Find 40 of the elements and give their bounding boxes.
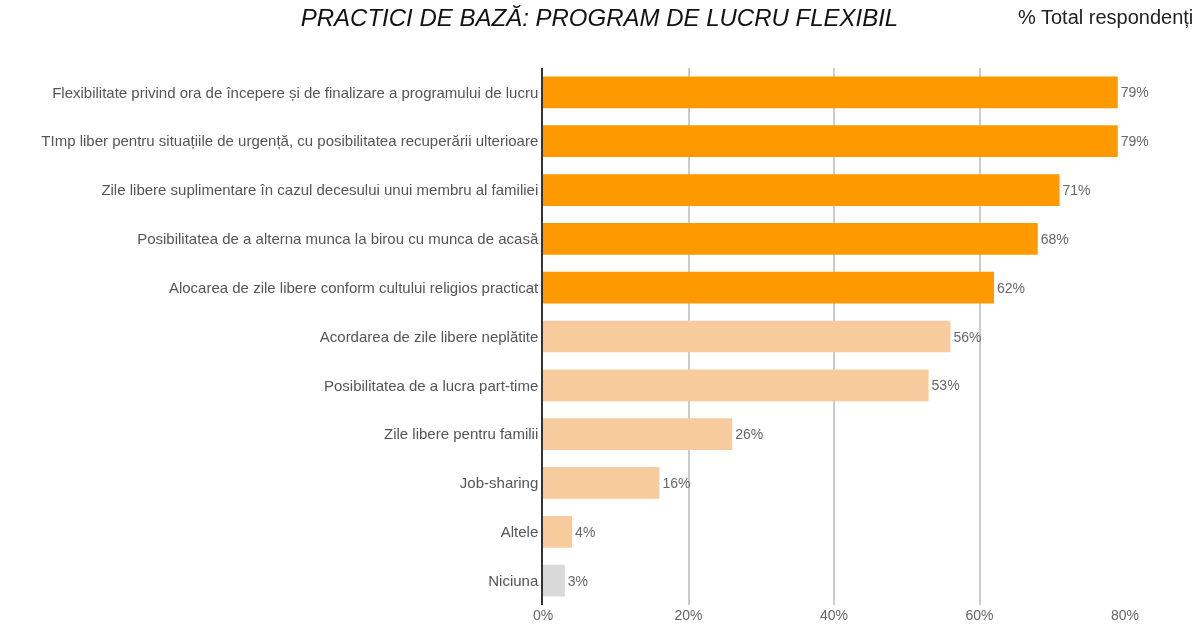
bar bbox=[543, 271, 995, 304]
bar bbox=[543, 564, 565, 597]
x-tick-label: 80% bbox=[1110, 607, 1140, 623]
bar bbox=[543, 467, 660, 499]
x-tick-label: 60% bbox=[965, 607, 994, 623]
data-label: 56% bbox=[953, 328, 982, 345]
chart-title: PRACTICI DE BAZĂ: PROGRAM DE LUCRU FLEXIBIL bbox=[300, 4, 899, 32]
bar bbox=[543, 223, 1038, 255]
chart-subtitle: % Total respondenți bbox=[1018, 6, 1194, 28]
data-label: 62% bbox=[997, 279, 1026, 296]
y-tick-label: Altele bbox=[500, 523, 539, 541]
data-label: 68% bbox=[1040, 230, 1069, 247]
y-tick-label: Zile libere suplimentare în cazul decesului unui membru al familiei bbox=[101, 181, 539, 199]
y-tick-label: Zile libere pentru familii bbox=[384, 425, 539, 443]
y-tick-label: Job-sharing bbox=[459, 474, 539, 492]
x-tick-label: 20% bbox=[674, 607, 703, 623]
y-tick-label: Posibilitatea de a lucra part-time bbox=[323, 376, 539, 394]
x-tick-label: 0% bbox=[532, 607, 554, 623]
data-label: 79% bbox=[1120, 133, 1149, 150]
y-tick-label: Alocarea de zile libere conform cultului religios practicat bbox=[168, 278, 540, 296]
bar bbox=[543, 174, 1060, 206]
y-tick-label: Niciuna bbox=[488, 571, 539, 589]
x-tick-label: 40% bbox=[819, 607, 849, 623]
data-label: 4% bbox=[575, 523, 596, 540]
data-label: 79% bbox=[1120, 84, 1149, 101]
bar bbox=[543, 369, 929, 402]
bar bbox=[543, 418, 733, 450]
data-label: 53% bbox=[931, 377, 960, 394]
bar bbox=[543, 76, 1118, 109]
data-label: 71% bbox=[1062, 182, 1091, 199]
data-label: 3% bbox=[567, 572, 589, 589]
bar bbox=[543, 320, 951, 353]
y-tick-label: Acordarea de zile libere neplătite bbox=[319, 327, 539, 345]
y-tick-label: Posibilitatea de a alterna munca la birou cu munca de acasă bbox=[137, 230, 539, 248]
data-label: 16% bbox=[662, 474, 691, 491]
bar bbox=[543, 515, 573, 548]
data-label: 26% bbox=[735, 426, 764, 443]
bar bbox=[543, 125, 1118, 158]
y-tick-label: TImp liber pentru situațiile de urgență, cu posibilitatea recuperării ulterioare bbox=[41, 132, 539, 150]
y-tick-label: Flexibilitate privind ora de începere și de finalizare a programului de lucru bbox=[52, 83, 539, 101]
